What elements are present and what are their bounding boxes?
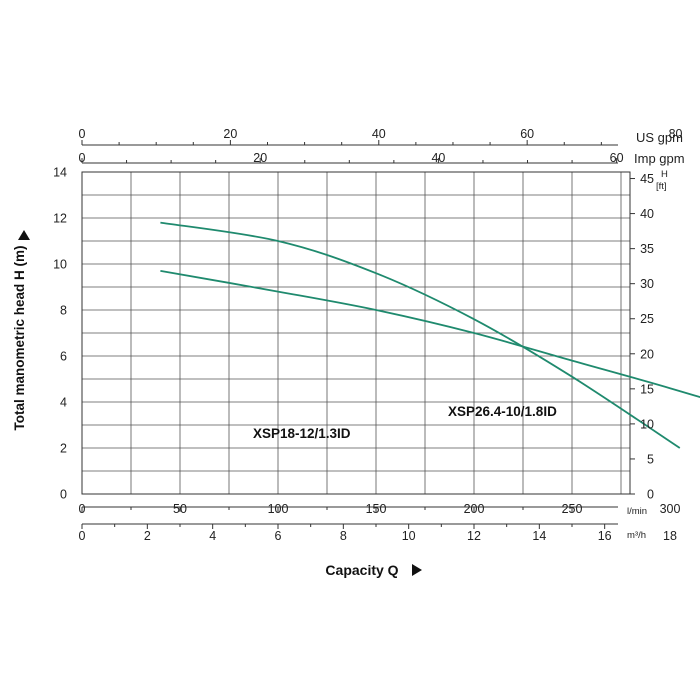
- y-right-tick-label: 35: [640, 242, 654, 256]
- x-m3h-tick-label: 10: [402, 529, 416, 543]
- x-lmin-unit: l/min: [627, 506, 647, 517]
- y-left-tick-label: 2: [60, 442, 67, 456]
- y-right-tick-label: 45: [640, 172, 654, 186]
- x-impgpm-tick-label: 60: [610, 151, 624, 165]
- x-axis-title: Capacity Q: [325, 562, 398, 578]
- y-axis-title: Total manometric head H (m): [12, 245, 27, 430]
- x-usgpm-tick-label: 0: [79, 127, 86, 141]
- x-m3h-tick-label: 18: [663, 529, 677, 543]
- y-right-unit: H: [661, 169, 668, 180]
- y-right-tick-label: 0: [647, 488, 654, 502]
- x-lmin-tick-label: 300: [660, 502, 681, 516]
- x-m3h-tick-label: 0: [79, 529, 86, 543]
- x-usgpm-tick-label: 80: [669, 127, 683, 141]
- x-lmin-tick-label: 0: [79, 502, 86, 516]
- series-label-2: XSP26.4-10/1.8ID: [448, 404, 557, 419]
- y-right-tick-label: 30: [640, 277, 654, 291]
- x-lmin-tick-label: 200: [464, 502, 485, 516]
- y-right-tick-label: 40: [640, 207, 654, 221]
- y-left-tick-label: 6: [60, 350, 67, 364]
- x-m3h-unit: m³/h: [627, 530, 646, 541]
- x-usgpm-tick-label: 40: [372, 127, 386, 141]
- y-right-tick-label: 20: [640, 347, 654, 361]
- x-usgpm-unit: US gpm: [636, 130, 683, 145]
- y-left-tick-label: 10: [53, 258, 67, 272]
- x-m3h-tick-label: 6: [275, 529, 282, 543]
- x-usgpm-tick-label: 60: [520, 127, 534, 141]
- y-left-tick-label: 4: [60, 396, 67, 410]
- curves: [160, 221, 700, 449]
- x-m3h-tick-label: 2: [144, 529, 151, 543]
- y-right-tick-label: 25: [640, 312, 654, 326]
- y-left-tick-label: 14: [53, 166, 67, 180]
- x-m3h-tick-label: 12: [467, 529, 481, 543]
- x-lmin-tick-label: 150: [366, 502, 387, 516]
- y-right-tick-label: 15: [640, 382, 654, 396]
- plot-grid: [82, 172, 630, 494]
- x-usgpm-tick-label: 20: [223, 127, 237, 141]
- y-left-tick-label: 8: [60, 304, 67, 318]
- y-right-unit-sub: [ft]: [656, 181, 667, 192]
- plot-frame: [81, 171, 631, 495]
- x-impgpm-tick-label: 0: [79, 151, 86, 165]
- y-left-tick-label: 0: [60, 488, 67, 502]
- x-lmin-tick-label: 50: [173, 502, 187, 516]
- series-line-2: [160, 270, 700, 399]
- y-left-tick-label: 12: [53, 212, 67, 226]
- x-impgpm-tick-label: 40: [431, 151, 445, 165]
- x-lmin-tick-label: 100: [268, 502, 289, 516]
- series-label-1: XSP18-12/1.3ID: [253, 426, 351, 441]
- x-m3h-tick-label: 14: [532, 529, 546, 543]
- series-line-1: [160, 221, 681, 449]
- x-m3h-tick-label: 8: [340, 529, 347, 543]
- y-right-tick-label: 10: [640, 417, 654, 431]
- x-lmin-tick-label: 250: [562, 502, 583, 516]
- x-impgpm-tick-label: 20: [253, 151, 267, 165]
- y-right-tick-label: 5: [647, 452, 654, 466]
- x-m3h-tick-label: 4: [209, 529, 216, 543]
- x-axis-arrow-icon: [412, 564, 422, 576]
- x-m3h-tick-label: 16: [598, 529, 612, 543]
- x-impgpm-unit: Imp gpm: [634, 151, 685, 166]
- y-axis-arrow-icon: [18, 230, 30, 240]
